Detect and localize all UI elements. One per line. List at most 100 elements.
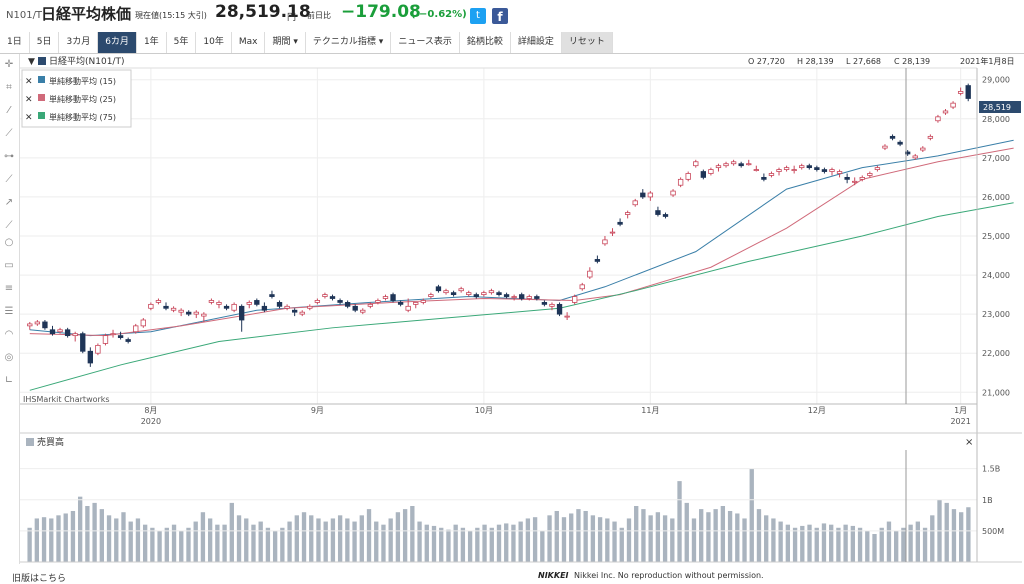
extended-line-icon[interactable]: ⟋ [5, 220, 13, 231]
candle-body [836, 171, 843, 174]
arrow-line-icon[interactable]: ↗ [4, 197, 14, 208]
candle-body [344, 302, 351, 307]
arc-icon[interactable]: ◠ [4, 329, 14, 340]
candle-body [261, 305, 268, 311]
volume-bar [800, 525, 805, 562]
volume-bar [641, 509, 646, 562]
volume-bar [648, 515, 653, 562]
pitchfork-icon[interactable]: ⟋ [5, 128, 13, 139]
year-label: 2020 [141, 417, 161, 426]
volume-bar [482, 524, 487, 562]
chart-axis-icon[interactable]: ∟ [4, 375, 14, 386]
candle-body [87, 350, 93, 364]
text-lines-icon[interactable]: ≡ [4, 283, 14, 294]
facebook-share-icon[interactable]: f [492, 8, 508, 24]
volume-bar [424, 524, 429, 562]
price-tick-label: 22,000 [982, 349, 1010, 358]
candle-body [42, 321, 48, 329]
target-icon[interactable]: ◎ [4, 352, 14, 363]
ray-icon[interactable]: ⟋ [5, 174, 13, 185]
current-price-label: 現在値(15:15 大引) [135, 11, 207, 20]
volume-bar [77, 496, 83, 562]
volume-bar [879, 527, 884, 562]
volume-bar [229, 502, 234, 562]
candle-body [889, 135, 896, 139]
candle-body [466, 292, 472, 296]
circle-icon[interactable]: ○ [4, 237, 14, 248]
candle-body [799, 165, 805, 169]
volume-bar [857, 527, 863, 562]
technical-indicators-dropdown[interactable]: テクニカル指標 ▾ [306, 32, 392, 53]
volume-bar [561, 517, 567, 562]
period-1y-button[interactable]: 1年 [137, 32, 167, 53]
volume-bar [150, 527, 155, 562]
fibonacci-icon[interactable]: ⌗ [6, 82, 12, 93]
rectangle-icon[interactable]: ▭ [4, 260, 14, 271]
period-dropdown[interactable]: 期間 ▾ [265, 32, 306, 53]
candle-body [768, 173, 775, 176]
volume-bar [258, 521, 263, 562]
period-max-button[interactable]: Max [232, 32, 266, 53]
candle-body [314, 300, 321, 303]
channel-icon[interactable]: ☰ [4, 306, 14, 317]
candle-body [912, 155, 918, 159]
volume-bar [937, 499, 942, 562]
compare-button[interactable]: 銘柄比較 [460, 32, 511, 53]
detailed-settings-button[interactable]: 詳細設定 [511, 32, 562, 53]
period-5d-button[interactable]: 5日 [30, 32, 60, 53]
volume-bar [540, 530, 545, 562]
candle-body [352, 305, 358, 311]
period-1d-button[interactable]: 1日 [0, 32, 30, 53]
twitter-share-icon[interactable]: t [470, 8, 486, 24]
candle-body [897, 141, 903, 145]
candle-body [723, 163, 729, 167]
volume-bar [251, 524, 256, 562]
candle-body [329, 296, 336, 299]
period-3m-button[interactable]: 3カ月 [59, 32, 99, 53]
volume-bar [410, 506, 415, 562]
candle-body [102, 335, 109, 344]
news-display-button[interactable]: ニュース表示 [391, 32, 460, 53]
volume-bar [829, 524, 834, 562]
month-label: 10月 [475, 406, 493, 415]
candle-body [632, 200, 638, 206]
volume-bar [207, 518, 213, 562]
technical-indicators-label: テクニカル指標 [312, 37, 376, 47]
volume-bar [771, 518, 776, 562]
candle-body [133, 325, 139, 333]
volume-bar [764, 515, 769, 562]
volume-bar [316, 518, 321, 562]
volume-bar [294, 515, 299, 562]
horizontal-line-icon[interactable]: ⊶ [4, 151, 14, 162]
remove-sma25-icon: ✕ [25, 95, 33, 105]
volume-bar [417, 521, 422, 562]
period-10y-button[interactable]: 10年 [196, 32, 232, 53]
current-price-tag-text: 28,519 [983, 103, 1011, 112]
candle-body [556, 303, 563, 315]
volume-bar [301, 512, 307, 562]
candle-body [72, 333, 78, 337]
period-5y-button[interactable]: 5年 [167, 32, 197, 53]
candle-body [27, 323, 33, 327]
volume-bar [872, 534, 877, 562]
volume-bar [590, 515, 596, 562]
trendline-icon[interactable]: ⁄ [8, 105, 10, 116]
candle-body [700, 171, 707, 178]
volume-axis-ticks: 1.5B 1B 500M [982, 465, 1004, 536]
volume-bar [114, 518, 119, 562]
period-6m-button[interactable]: 6カ月 [98, 32, 137, 53]
candle-body [519, 294, 525, 299]
month-label: 9月 [311, 406, 324, 415]
quote-header: N101/T 日経平均株価 現在値(15:15 大引) 28,519.18 円 … [0, 0, 1024, 32]
old-version-link[interactable]: 旧版はこちら [12, 571, 66, 584]
volume-bar [670, 518, 675, 562]
crosshair-icon[interactable]: ✛ [4, 59, 14, 70]
reset-button[interactable]: リセット [561, 32, 613, 53]
candle-body [269, 294, 275, 297]
volume-bar [446, 529, 451, 562]
chart-symbol-label: 日経平均(N101/T) [49, 55, 124, 67]
candle-body [155, 300, 162, 303]
price-tick-label: 24,000 [982, 271, 1010, 280]
candle-body [473, 294, 479, 297]
